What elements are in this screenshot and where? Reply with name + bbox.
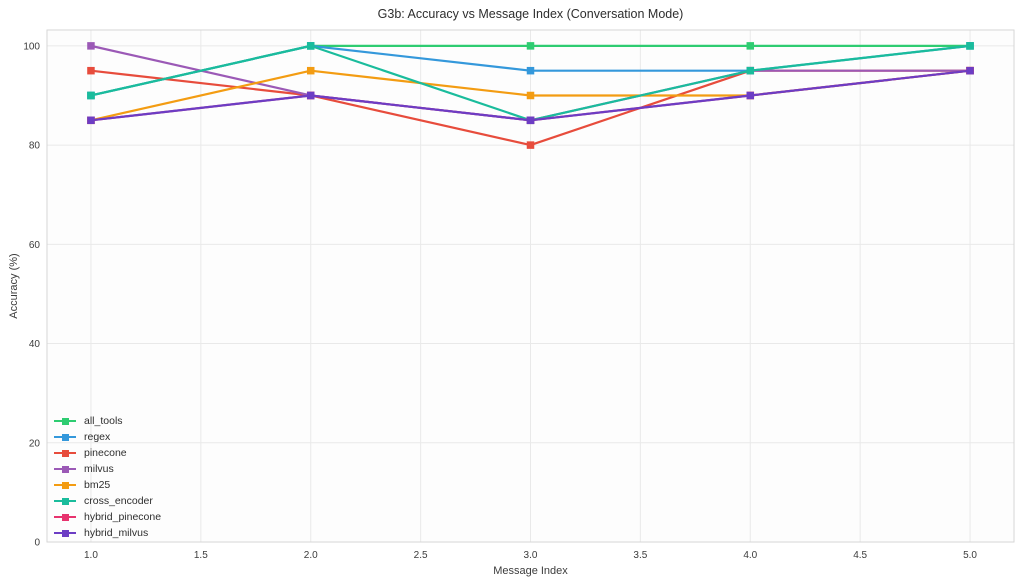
legend-marker-icon [54, 513, 76, 521]
legend-marker-icon [54, 449, 76, 457]
x-axis-label: Message Index [493, 565, 568, 577]
series-marker-pinecone [526, 141, 535, 149]
x-tick-label: 2.5 [414, 550, 428, 561]
legend-label: bm25 [84, 479, 111, 491]
legend-marker-icon [54, 417, 76, 425]
legend-label: cross_encoder [84, 495, 153, 507]
y-tick-label: 80 [29, 141, 41, 152]
y-tick-label: 20 [29, 438, 41, 449]
series-marker-cross_encoder [966, 42, 974, 50]
legend-label: milvus [84, 463, 114, 475]
x-tick-label: 4.0 [743, 550, 757, 561]
legend-item-all_tools: all_tools [54, 413, 161, 429]
x-tick-label: 1.0 [84, 550, 98, 561]
series-marker-all_tools [746, 42, 755, 50]
legend-item-pinecone: pinecone [54, 445, 161, 461]
series-marker-pinecone [87, 66, 95, 75]
series-marker-hybrid_milvus [966, 66, 974, 75]
legend-item-milvus: milvus [54, 461, 161, 477]
x-tick-label: 1.5 [194, 550, 208, 561]
legend-label: all_tools [84, 415, 123, 427]
series-marker-cross_encoder [746, 66, 755, 75]
x-tick-label: 4.5 [853, 550, 867, 561]
y-tick-label: 40 [29, 339, 41, 350]
legend-item-bm25: bm25 [54, 477, 161, 493]
series-marker-all_tools [526, 42, 535, 50]
x-tick-label: 2.0 [304, 550, 318, 561]
y-axis-label: Accuracy (%) [8, 253, 20, 319]
legend-item-regex: regex [54, 429, 161, 445]
chart-title: G3b: Accuracy vs Message Index (Conversa… [377, 7, 684, 21]
series-marker-hybrid_milvus [306, 91, 315, 100]
legend-item-cross_encoder: cross_encoder [54, 493, 161, 509]
legend-marker-icon [54, 481, 76, 489]
y-tick-label: 60 [29, 240, 41, 251]
series-marker-bm25 [526, 91, 535, 100]
series-marker-regex [526, 66, 535, 75]
legend-item-hybrid_pinecone: hybrid_pinecone [54, 509, 161, 525]
legend-item-hybrid_milvus: hybrid_milvus [54, 525, 161, 541]
legend-marker-icon [54, 497, 76, 505]
series-marker-cross_encoder [87, 91, 95, 100]
legend-label: pinecone [84, 447, 127, 459]
legend-label: regex [84, 431, 111, 443]
legend-label: hybrid_milvus [84, 527, 149, 539]
legend-marker-icon [54, 465, 76, 473]
legend-marker-icon [54, 433, 76, 441]
series-marker-cross_encoder [306, 42, 315, 50]
y-tick-label: 100 [23, 41, 40, 52]
series-marker-hybrid_milvus [746, 91, 755, 100]
x-tick-label: 3.0 [524, 550, 538, 561]
legend-label: hybrid_pinecone [84, 511, 162, 523]
x-tick-label: 5.0 [963, 550, 977, 561]
series-marker-hybrid_milvus [87, 116, 95, 125]
series-marker-bm25 [306, 66, 315, 75]
x-tick-label: 3.5 [633, 550, 647, 561]
series-marker-milvus [87, 42, 95, 50]
y-tick-label: 0 [34, 538, 40, 549]
series-marker-hybrid_milvus [526, 116, 535, 125]
legend-marker-icon [54, 529, 76, 537]
plot-border [46, 29, 1015, 543]
